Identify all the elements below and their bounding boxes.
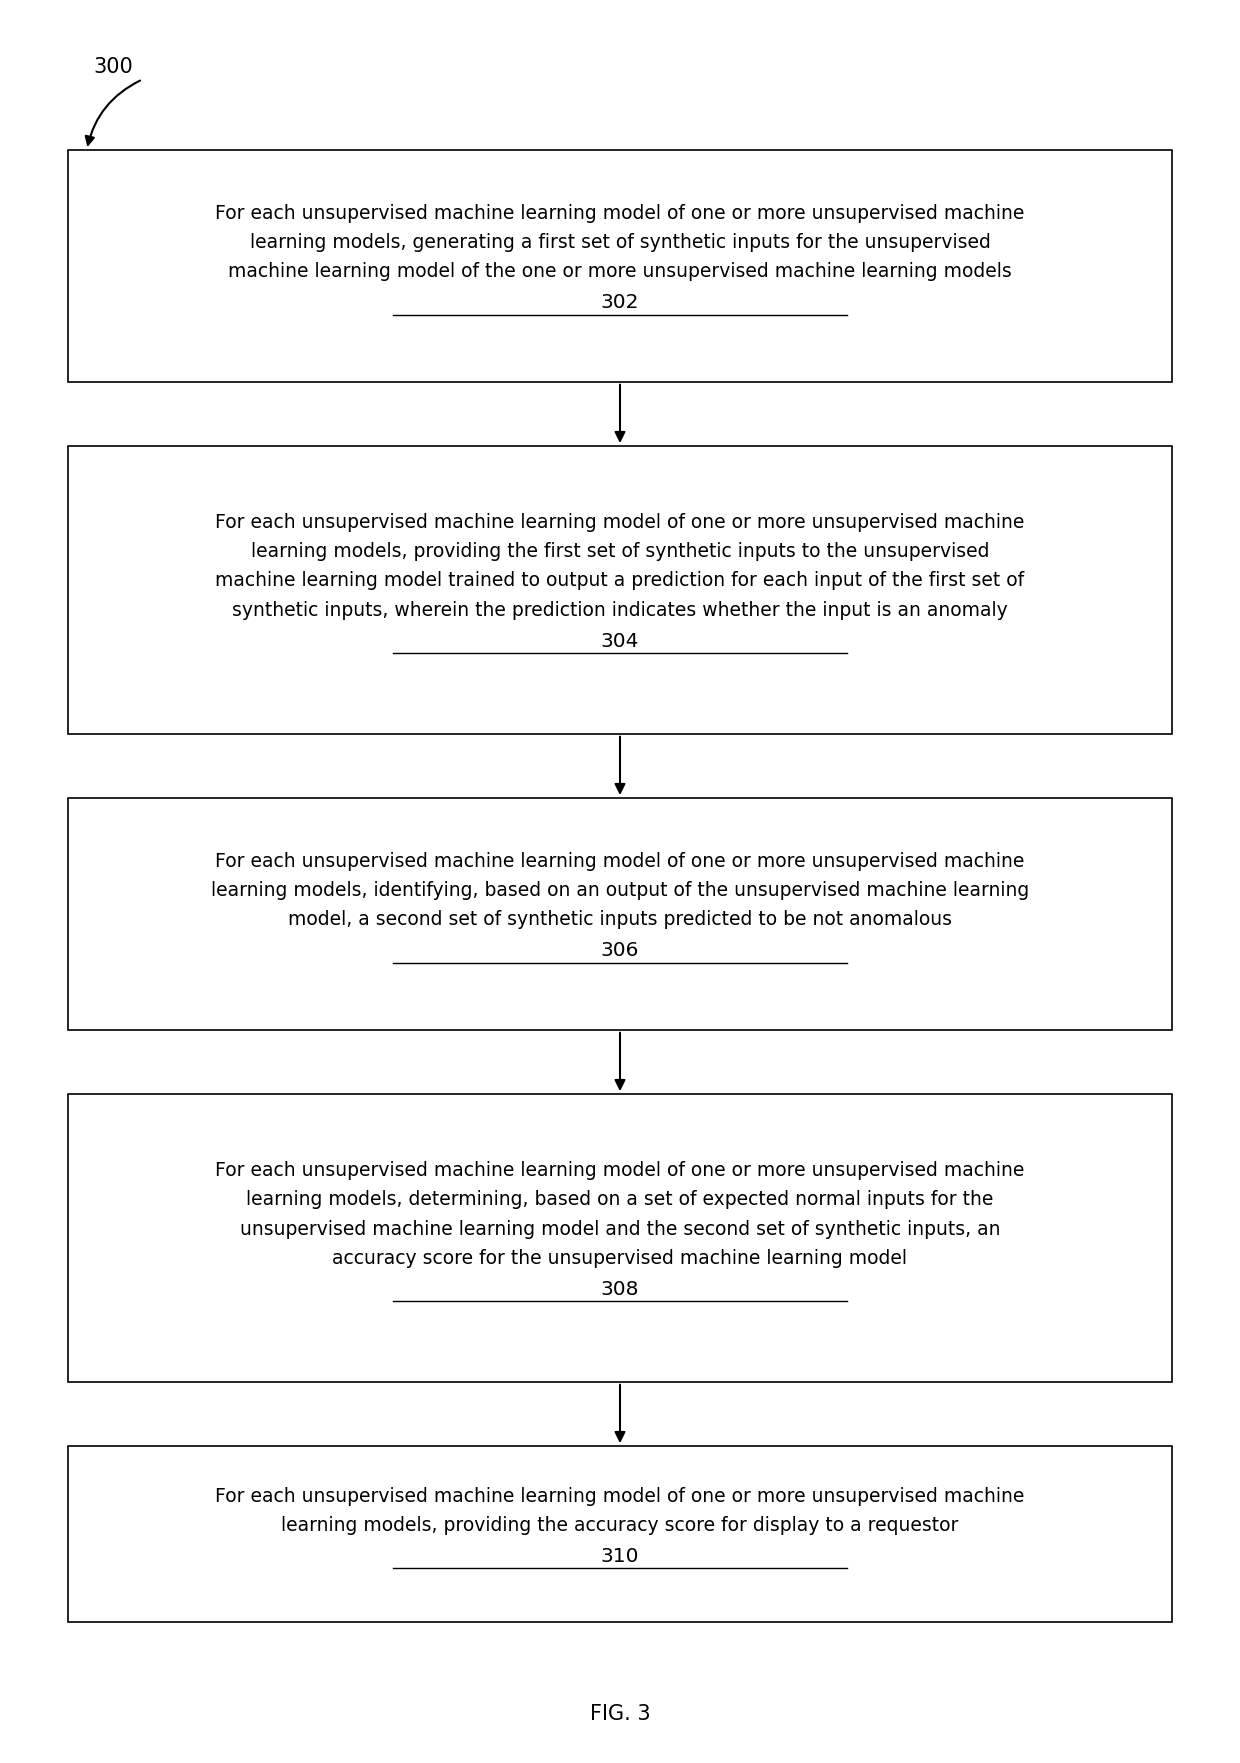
Bar <box>68 446 1172 733</box>
Text: learning models, providing the first set of synthetic inputs to the unsupervised: learning models, providing the first set… <box>250 543 990 561</box>
Text: accuracy score for the unsupervised machine learning model: accuracy score for the unsupervised mach… <box>332 1248 908 1268</box>
Text: FIG. 3: FIG. 3 <box>590 1703 650 1724</box>
Bar <box>68 150 1172 383</box>
Text: learning models, identifying, based on an output of the unsupervised machine lea: learning models, identifying, based on a… <box>211 882 1029 899</box>
Text: 304: 304 <box>600 631 640 651</box>
Bar <box>68 1095 1172 1382</box>
Text: 300: 300 <box>93 56 133 78</box>
Text: For each unsupervised machine learning model of one or more unsupervised machine: For each unsupervised machine learning m… <box>216 1162 1024 1181</box>
Text: 306: 306 <box>601 941 639 961</box>
Text: unsupervised machine learning model and the second set of synthetic inputs, an: unsupervised machine learning model and … <box>239 1220 1001 1239</box>
Text: model, a second set of synthetic inputs predicted to be not anomalous: model, a second set of synthetic inputs … <box>288 910 952 929</box>
Text: learning models, providing the accuracy score for display to a requestor: learning models, providing the accuracy … <box>281 1516 959 1534</box>
Text: For each unsupervised machine learning model of one or more unsupervised machine: For each unsupervised machine learning m… <box>216 852 1024 871</box>
Text: 310: 310 <box>600 1546 640 1566</box>
Text: 302: 302 <box>600 293 640 312</box>
Text: 308: 308 <box>600 1280 640 1299</box>
Text: For each unsupervised machine learning model of one or more unsupervised machine: For each unsupervised machine learning m… <box>216 513 1024 532</box>
Text: synthetic inputs, wherein the prediction indicates whether the input is an anoma: synthetic inputs, wherein the prediction… <box>232 601 1008 619</box>
Text: For each unsupervised machine learning model of one or more unsupervised machine: For each unsupervised machine learning m… <box>216 1486 1024 1506</box>
Text: machine learning model of the one or more unsupervised machine learning models: machine learning model of the one or mor… <box>228 263 1012 280</box>
Bar <box>68 1446 1172 1622</box>
Text: learning models, determining, based on a set of expected normal inputs for the: learning models, determining, based on a… <box>247 1190 993 1209</box>
Text: machine learning model trained to output a prediction for each input of the firs: machine learning model trained to output… <box>216 571 1024 591</box>
Bar <box>68 799 1172 1030</box>
Text: learning models, generating a first set of synthetic inputs for the unsupervised: learning models, generating a first set … <box>249 233 991 252</box>
Text: For each unsupervised machine learning model of one or more unsupervised machine: For each unsupervised machine learning m… <box>216 205 1024 222</box>
